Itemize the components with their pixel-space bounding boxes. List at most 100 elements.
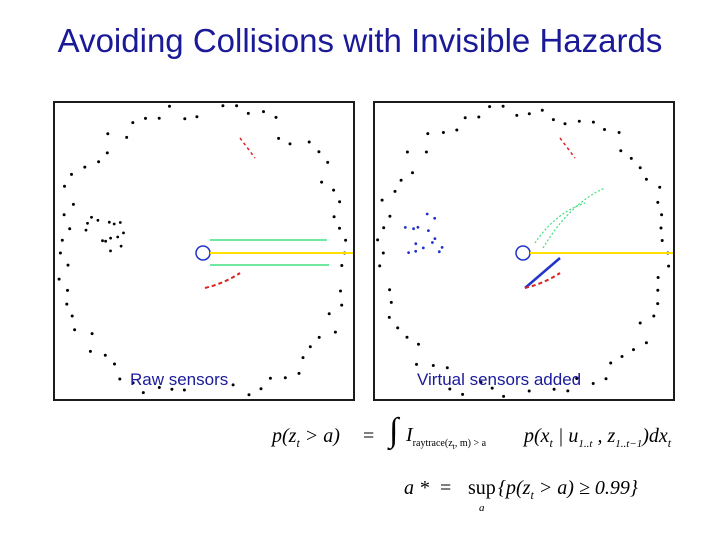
scan-point (575, 377, 579, 380)
scan-point (412, 227, 415, 231)
scan-point (421, 246, 425, 250)
formula1-equals: = (363, 425, 375, 447)
scan-point (433, 237, 437, 241)
scan-point (617, 131, 621, 134)
scan-point (118, 377, 122, 381)
scan-point (644, 341, 648, 345)
scan-point (389, 300, 393, 304)
scan-point (620, 355, 624, 358)
scan-point (441, 131, 445, 134)
robot-marker (515, 245, 531, 261)
hazard-dashes (204, 272, 241, 289)
scan-point (104, 239, 107, 243)
scan-point (332, 188, 336, 192)
scan-point (327, 312, 331, 316)
scan-point (268, 376, 272, 380)
virtual-sensors-panel: Virtual sensors added (373, 101, 675, 401)
formula1-lhs-rest: > a) (299, 425, 340, 447)
scan-point (274, 115, 278, 119)
scan-point (501, 104, 505, 108)
scan-point (332, 215, 336, 219)
scan-point (63, 184, 66, 188)
scan-point (119, 244, 123, 248)
formula2-body: {p(z (498, 477, 531, 499)
scan-point (393, 189, 397, 193)
scan-point (168, 104, 171, 108)
scan-point (157, 386, 161, 389)
scan-point (131, 121, 135, 125)
scan-point (656, 200, 660, 204)
scan-point (65, 302, 69, 306)
scan-point (380, 198, 384, 202)
scan-point (301, 356, 305, 360)
scan-point (656, 276, 660, 279)
scan-point (144, 116, 147, 120)
scan-point (656, 302, 660, 306)
scan-point (326, 160, 330, 164)
raw-sensors-panel: Raw sensors (53, 101, 355, 401)
scan-point (502, 394, 506, 398)
scan-point (405, 150, 409, 154)
scan-point (405, 335, 409, 339)
scan-point (247, 393, 251, 397)
scan-point (552, 387, 556, 391)
scan-point (477, 115, 481, 119)
scan-point (320, 180, 324, 184)
scan-point (112, 222, 116, 226)
scan-point (388, 214, 392, 218)
formula1-rhs-sub4: t (667, 436, 672, 450)
scan-point (235, 104, 239, 108)
scan-point (376, 238, 380, 242)
scan-point (83, 165, 87, 169)
scan-point (58, 251, 62, 255)
scan-point (60, 238, 64, 242)
scan-point (107, 220, 111, 224)
formula2-body-sub: t (530, 488, 534, 502)
scan-point (426, 132, 430, 136)
scan-point (604, 377, 608, 381)
scan-point (632, 348, 635, 352)
scan-point (73, 328, 77, 332)
scan-point (109, 236, 112, 240)
scan-point (411, 171, 414, 175)
scan-point (591, 382, 595, 385)
scan-point (131, 381, 135, 385)
scan-point (667, 264, 671, 268)
scan-point (566, 389, 570, 393)
scan-point (113, 362, 116, 366)
scan-point (66, 288, 69, 292)
scan-point (638, 321, 642, 325)
scan-point (463, 116, 467, 120)
scan-point (659, 226, 663, 230)
virtual-sensors-caption: Virtual sensors added (417, 370, 582, 389)
scan-point (170, 387, 174, 391)
scan-point (381, 251, 385, 255)
raw-sensors-caption: Raw sensors (130, 370, 229, 389)
scan-point (70, 172, 73, 176)
scan-point (455, 128, 459, 132)
integral-sign: ∫ (389, 412, 399, 449)
scan-point (425, 212, 429, 216)
scan-point (414, 242, 418, 246)
scan-point (288, 142, 292, 146)
virtual-sensors-plot (376, 104, 673, 398)
scan-point (340, 264, 344, 267)
formula1-lhs: p(z (272, 425, 297, 447)
scan-point (340, 303, 344, 307)
formula1-rhs-sub3: 1..t−1 (615, 438, 643, 450)
scan-point (652, 314, 656, 318)
scan-point (106, 132, 110, 136)
scan-point (246, 111, 250, 115)
virtual-ray-arc (534, 202, 586, 244)
virtual-ray-arc (542, 187, 606, 249)
scan-point (68, 227, 72, 231)
hazard-dashes (559, 137, 576, 159)
robot-marker (195, 245, 211, 261)
scan-point (388, 288, 392, 292)
sup-subscript: a (479, 502, 485, 514)
indicator-symbol: I (406, 424, 413, 446)
formula1-rhs-mid2: , z (592, 425, 616, 447)
scan-point (122, 231, 125, 235)
formula2-lhs: a * (404, 477, 429, 499)
scan-point (308, 345, 312, 349)
